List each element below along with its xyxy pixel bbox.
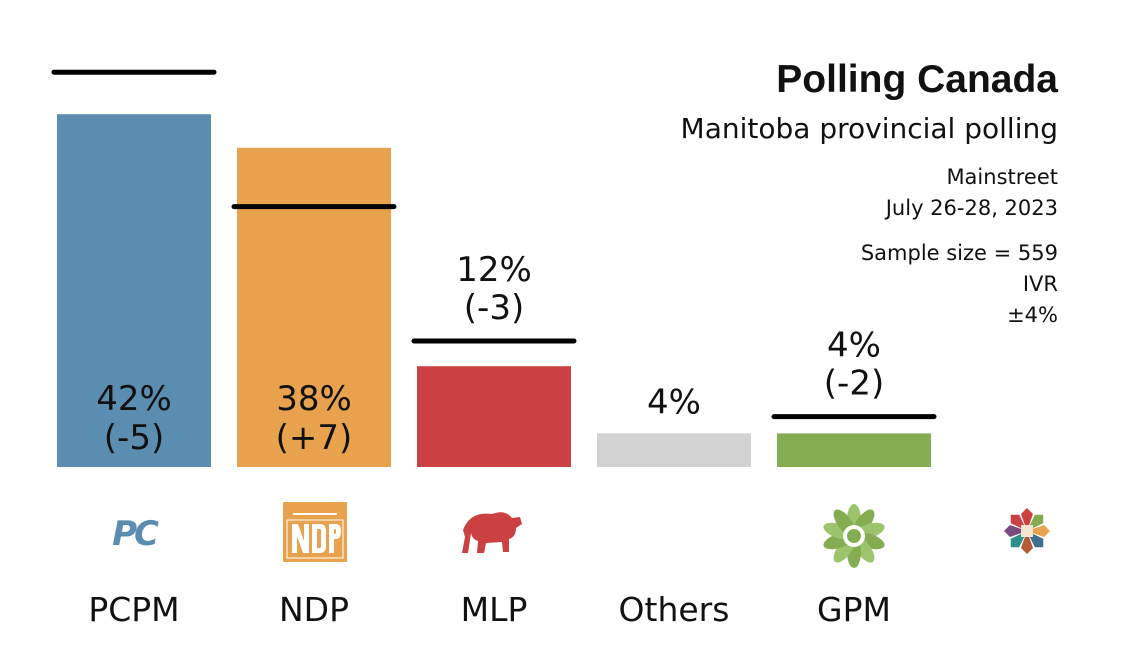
- bar-pcpm: [57, 114, 211, 467]
- svg-text:PC: PC: [112, 514, 159, 554]
- pollster-name: Mainstreet: [946, 165, 1058, 189]
- category-label-gpm: GPM: [817, 590, 891, 629]
- change-label: (-3): [464, 288, 524, 328]
- bar-others: [597, 433, 751, 467]
- change-label: (-5): [104, 418, 164, 458]
- value-label: 42%: [96, 379, 172, 419]
- logos-group: PC: [112, 502, 1050, 568]
- ndp-logo-icon: [283, 502, 347, 562]
- chart-title: Polling Canada: [776, 58, 1058, 101]
- bar-mlp: [417, 366, 571, 467]
- category-label-mlp: MLP: [461, 590, 528, 629]
- bars-group: 42%(-5)38%(+7)12%(-3)4%4%(-2): [51, 69, 937, 468]
- value-label: 4%: [647, 382, 701, 422]
- category-labels: PCPM NDP MLP Others GPM: [88, 590, 891, 629]
- category-label-others: Others: [619, 590, 730, 629]
- category-label-pcpm: PCPM: [88, 590, 179, 629]
- bar-gpm: [777, 433, 931, 467]
- value-label: 4%: [827, 326, 881, 366]
- chart-subtitle: Manitoba provincial polling: [680, 112, 1058, 145]
- margin-of-error: ±4%: [1007, 303, 1058, 327]
- poll-method: IVR: [1022, 272, 1058, 296]
- value-label: 38%: [276, 379, 352, 419]
- change-label: (+7): [276, 418, 353, 458]
- keewatinohk-logo-icon: [1004, 508, 1050, 554]
- category-label-ndp: NDP: [279, 590, 349, 629]
- bar-ndp: [237, 147, 391, 468]
- poll-dates: July 26-28, 2023: [885, 196, 1058, 220]
- change-label: (-2): [824, 364, 884, 404]
- pc-logo-icon: PC: [112, 514, 162, 554]
- gpm-logo-icon: [823, 504, 885, 568]
- bison-logo-icon: [462, 512, 522, 553]
- sample-size: Sample size = 559: [860, 241, 1058, 265]
- value-label: 12%: [456, 250, 532, 290]
